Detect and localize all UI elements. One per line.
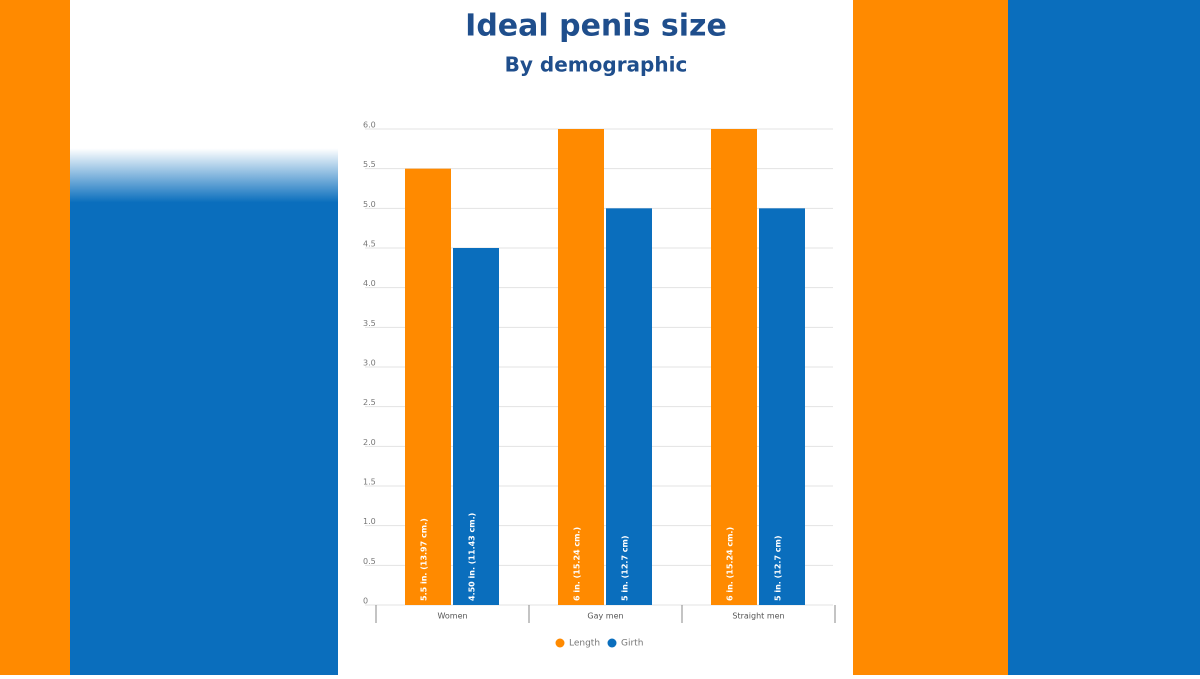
background xyxy=(853,0,1008,675)
value-label: 5 in. (12.7 cm) xyxy=(621,535,630,601)
background xyxy=(1008,0,1200,675)
y-tick-label: 5.0 xyxy=(363,200,376,209)
bar xyxy=(453,248,499,605)
y-tick-label: 5.5 xyxy=(363,160,376,169)
chart-subtitle: By demographic xyxy=(505,53,688,77)
y-tick-label: 3.5 xyxy=(363,319,376,328)
background xyxy=(70,0,338,675)
y-tick-label: 4.5 xyxy=(363,240,376,249)
legend-marker xyxy=(607,638,617,648)
legend-marker xyxy=(555,638,565,648)
legend-label: Length xyxy=(569,639,600,649)
value-label: 5.5 in. (13.97 cm.) xyxy=(420,518,429,601)
value-label: 4.50 in. (11.43 cm.) xyxy=(468,513,477,601)
y-tick-label: 0.5 xyxy=(363,557,376,566)
y-tick-label: 1.0 xyxy=(363,517,376,526)
legend-label: Girth xyxy=(621,639,643,649)
y-tick-label: 2.0 xyxy=(363,438,376,447)
value-label: 6 in. (15.24 cm.) xyxy=(726,527,735,601)
y-tick-label: 4.0 xyxy=(363,279,376,288)
bar xyxy=(759,208,805,606)
y-tick-label: 1.5 xyxy=(363,478,376,487)
x-tick-label: Straight men xyxy=(732,612,784,621)
y-tick-label: 2.5 xyxy=(363,398,376,407)
x-tick-label: Gay men xyxy=(587,612,623,621)
y-tick-label: 0 xyxy=(363,597,368,606)
y-tick-label: 6.0 xyxy=(363,121,376,130)
x-tick-label: Women xyxy=(437,612,467,621)
bar xyxy=(606,208,652,606)
background xyxy=(0,0,80,675)
bar xyxy=(711,129,757,605)
y-tick-label: 3.0 xyxy=(363,359,376,368)
value-label: 6 in. (15.24 cm.) xyxy=(573,527,582,601)
value-label: 5 in. (12.7 cm) xyxy=(774,535,783,601)
bar xyxy=(558,129,604,605)
bar xyxy=(405,168,451,605)
chart-title: Ideal penis size xyxy=(465,9,727,44)
